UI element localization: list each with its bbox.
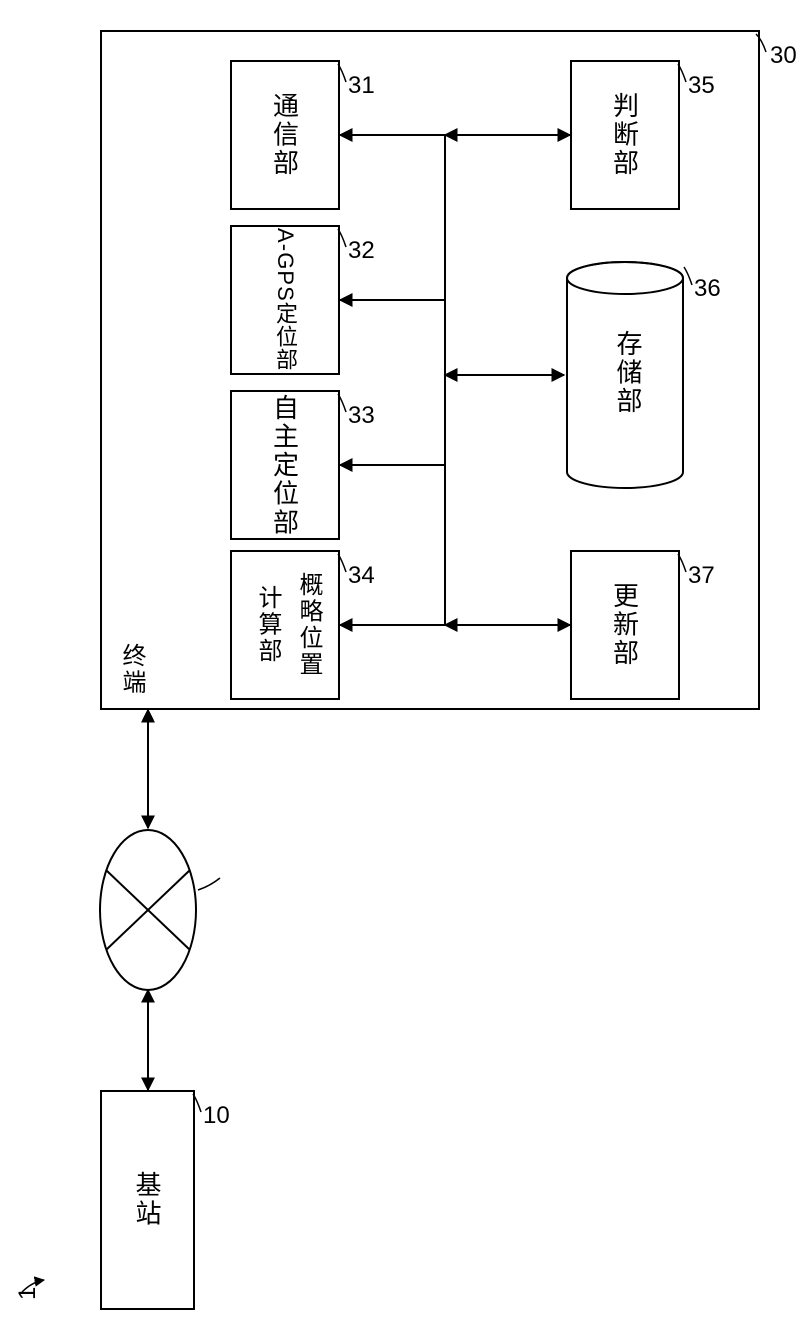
block-judge: 判断部 [570,60,680,210]
ref-agps: 32 [348,237,375,265]
base-station-box: 基站 [100,1090,195,1310]
block-approx: 计算部 概略位置 [230,550,340,700]
ref-comm: 31 [348,72,375,100]
diagram-canvas: 1 终端 30 通信部 31 A-GPS定位部 32 自主定位部 33 计算部 … [0,0,800,1337]
ref-approx: 34 [348,562,375,590]
base-station-label: 基站 [129,1171,166,1228]
block-update: 更新部 [570,550,680,700]
ref-network: 20 [222,860,249,888]
terminal-title: 终端 [114,643,149,696]
network-symbol [0,860,326,960]
block-update-label: 更新部 [607,582,644,668]
ref-judge: 35 [688,72,715,100]
block-auto: 自主定位部 [230,390,340,540]
block-agps: A-GPS定位部 [230,225,340,375]
block-approx-line2: 计算部 [250,585,285,664]
ref-storage: 36 [694,275,721,303]
ref-base-station: 10 [203,1102,230,1130]
ref-update: 37 [688,562,715,590]
block-auto-label: 自主定位部 [267,394,304,537]
block-comm: 通信部 [230,60,340,210]
ref-terminal: 30 [770,42,797,70]
block-agps-label: A-GPS定位部 [269,228,301,371]
ref-auto: 33 [348,402,375,430]
block-storage-label: 存储部 [610,330,647,416]
block-comm-label: 通信部 [267,92,304,178]
block-judge-label: 判断部 [607,92,644,178]
block-approx-line1: 概略位置 [291,572,326,678]
ref-system: 1 [14,1287,42,1300]
block-storage: 存储部 [564,260,686,490]
